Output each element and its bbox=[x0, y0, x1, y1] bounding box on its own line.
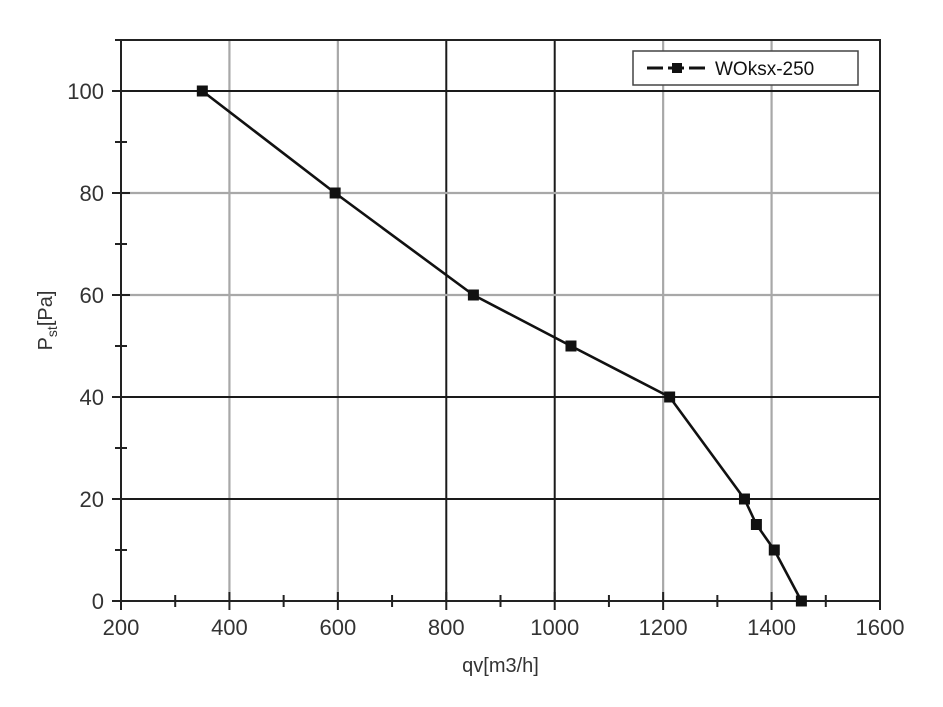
y-tick-label-20: 20 bbox=[80, 487, 104, 512]
x-tick-label-1000: 1000 bbox=[530, 615, 579, 640]
grid-lines bbox=[121, 40, 880, 601]
x-axis-title: qv[m3/h] bbox=[462, 655, 539, 677]
plot-frame bbox=[120, 39, 881, 602]
legend-label: WOksx-250 bbox=[715, 59, 814, 80]
y-tick-labels: 0 20 40 60 80 100 bbox=[67, 79, 104, 614]
data-point-0-7 bbox=[768, 544, 780, 556]
series-layer bbox=[196, 85, 807, 607]
y-axis-title: Pst[Pa] bbox=[35, 291, 60, 351]
legend: WOksx-250 bbox=[632, 50, 859, 86]
axis-ticks bbox=[112, 39, 881, 610]
x-tick-label-1600: 1600 bbox=[856, 615, 905, 640]
y-tick-label-60: 60 bbox=[80, 283, 104, 308]
data-point-0-3 bbox=[565, 340, 577, 352]
series-line-0 bbox=[201, 89, 803, 602]
y-tick-label-0: 0 bbox=[92, 589, 104, 614]
y-axis-title-subscript: st bbox=[44, 326, 60, 337]
y-axis-title-unit: [Pa] bbox=[35, 291, 57, 327]
y-tick-label-100: 100 bbox=[67, 79, 104, 104]
y-tick-label-40: 40 bbox=[80, 385, 104, 410]
svg-text:Pst[Pa]: Pst[Pa] bbox=[35, 291, 60, 351]
data-point-0-5 bbox=[738, 493, 750, 505]
data-point-0-6 bbox=[750, 519, 762, 530]
data-point-0-0 bbox=[196, 85, 208, 97]
x-tick-label-1400: 1400 bbox=[747, 615, 796, 640]
y-tick-label-80: 80 bbox=[80, 181, 104, 206]
x-tick-label-600: 600 bbox=[319, 615, 356, 640]
legend-marker-square bbox=[672, 63, 682, 73]
x-tick-label-200: 200 bbox=[103, 615, 140, 640]
x-tick-label-400: 400 bbox=[211, 615, 248, 640]
data-point-0-1 bbox=[329, 187, 341, 199]
x-tick-label-800: 800 bbox=[428, 615, 465, 640]
x-tick-labels: 200 400 600 800 1000 1200 1400 1600 bbox=[103, 615, 905, 640]
data-point-0-8 bbox=[795, 595, 807, 607]
data-point-0-4 bbox=[664, 391, 676, 403]
data-point-0-2 bbox=[467, 289, 479, 301]
x-tick-label-1200: 1200 bbox=[639, 615, 688, 640]
y-axis-title-main: P bbox=[35, 337, 57, 350]
